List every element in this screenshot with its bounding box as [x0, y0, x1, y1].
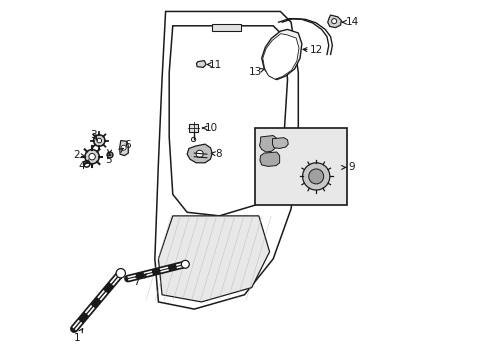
Polygon shape [272, 138, 287, 148]
Polygon shape [196, 60, 206, 67]
Circle shape [121, 145, 126, 150]
Circle shape [109, 154, 111, 156]
Text: 7: 7 [133, 277, 140, 287]
Polygon shape [260, 152, 279, 166]
Text: 12: 12 [309, 45, 322, 55]
Text: 11: 11 [208, 59, 221, 69]
Text: 14: 14 [345, 17, 358, 27]
Circle shape [196, 150, 203, 157]
Circle shape [97, 138, 102, 143]
Text: 2: 2 [73, 150, 80, 160]
Circle shape [308, 169, 323, 184]
Text: 8: 8 [215, 149, 222, 159]
Text: 13: 13 [248, 67, 262, 77]
Polygon shape [187, 144, 212, 163]
Text: 4: 4 [78, 161, 84, 171]
Text: 5: 5 [105, 155, 111, 165]
Polygon shape [212, 24, 241, 31]
Polygon shape [261, 30, 301, 80]
Bar [255, 128, 346, 205]
Circle shape [93, 135, 105, 146]
Circle shape [181, 260, 189, 268]
Circle shape [191, 137, 195, 141]
Polygon shape [259, 135, 276, 152]
Text: 3: 3 [90, 130, 97, 140]
Text: 10: 10 [204, 123, 218, 133]
Text: 6: 6 [124, 140, 131, 150]
Text: 9: 9 [348, 162, 355, 172]
Circle shape [302, 163, 329, 190]
Circle shape [89, 153, 95, 160]
Polygon shape [120, 140, 128, 156]
Polygon shape [327, 15, 341, 28]
Polygon shape [158, 216, 269, 302]
Circle shape [85, 149, 99, 164]
Text: 1: 1 [73, 333, 80, 343]
Circle shape [331, 19, 336, 24]
Bar [189, 124, 198, 132]
Circle shape [116, 269, 125, 278]
Polygon shape [262, 34, 298, 79]
